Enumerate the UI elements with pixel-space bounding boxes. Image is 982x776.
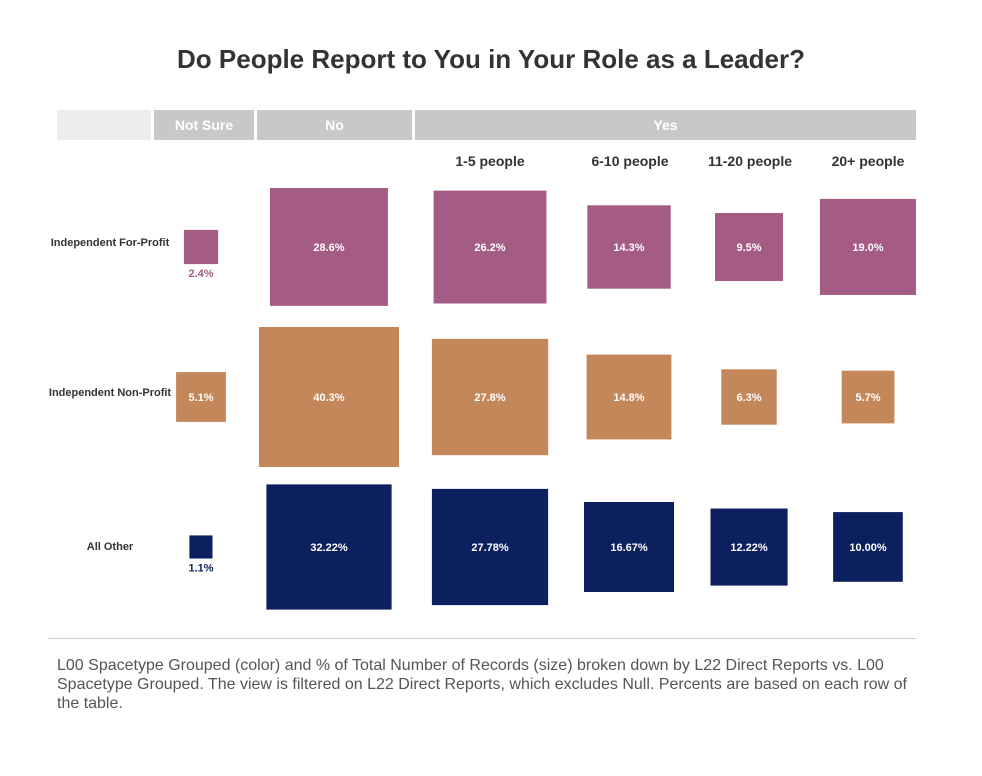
subheader-20-plus: 20+ people [831,153,905,169]
value-label-r0-c1: 28.6% [313,242,344,254]
header-blank-cell [57,110,151,140]
square-r1-c5 [841,370,895,424]
row-label-non-profit: Independent Non-Profit [48,387,172,399]
value-label-r1-c4: 6.3% [736,392,761,404]
value-label-r1-c1: 40.3% [313,392,344,404]
square-r1-c1 [259,327,399,467]
value-label-r0-c4: 9.5% [736,242,761,254]
square-r2-c0 [189,535,213,559]
square-r1-c2 [431,338,549,456]
square-r1-c0 [176,372,226,422]
square-r2-c1 [266,484,392,610]
row-label-for-profit: Independent For-Profit [50,237,170,249]
value-label-r2-c3: 16.67% [610,542,648,554]
header-yes: Yes [415,110,916,140]
caption-divider [48,638,916,639]
value-label-r0-c5: 19.0% [852,242,883,254]
value-label-r2-c1: 32.22% [310,542,348,554]
value-label-r0-c0: 2.4% [188,268,213,280]
square-r2-c5 [833,512,903,582]
value-label-r1-c5: 5.7% [855,392,880,404]
square-r1-c4 [721,369,777,425]
square-r2-c4 [710,508,788,586]
square-r1-c3 [586,354,672,440]
header-not-sure: Not Sure [154,110,254,140]
square-r2-c2 [431,488,549,606]
square-r0-c0 [183,229,219,265]
value-label-r1-c3: 14.8% [613,392,644,404]
square-r2-c3 [584,502,674,592]
square-r0-c2 [433,190,547,304]
chart-title: Do People Report to You in Your Role as … [177,44,805,74]
header-no: No [257,110,412,140]
value-label-r1-c2: 27.8% [474,392,505,404]
row-label-all-other: All Other [86,541,134,553]
value-label-r0-c3: 14.3% [613,242,644,254]
square-r0-c5 [819,198,916,295]
square-r0-c1 [270,188,388,306]
square-r0-c3 [587,205,671,289]
value-label-r2-c0: 1.1% [188,563,213,575]
square-r0-c4 [715,213,783,281]
value-label-r2-c4: 12.22% [730,542,768,554]
value-label-r2-c5: 10.00% [849,542,887,554]
subheader-6-10: 6-10 people [591,153,669,169]
value-label-r2-c2: 27.78% [471,542,509,554]
subheader-1-5: 1-5 people [455,153,525,169]
value-label-r1-c0: 5.1% [188,392,213,404]
value-label-r0-c2: 26.2% [474,242,505,254]
subheader-11-20: 11-20 people [707,153,793,169]
chart-caption: L00 Spacetype Grouped (color) and % of T… [57,657,907,712]
